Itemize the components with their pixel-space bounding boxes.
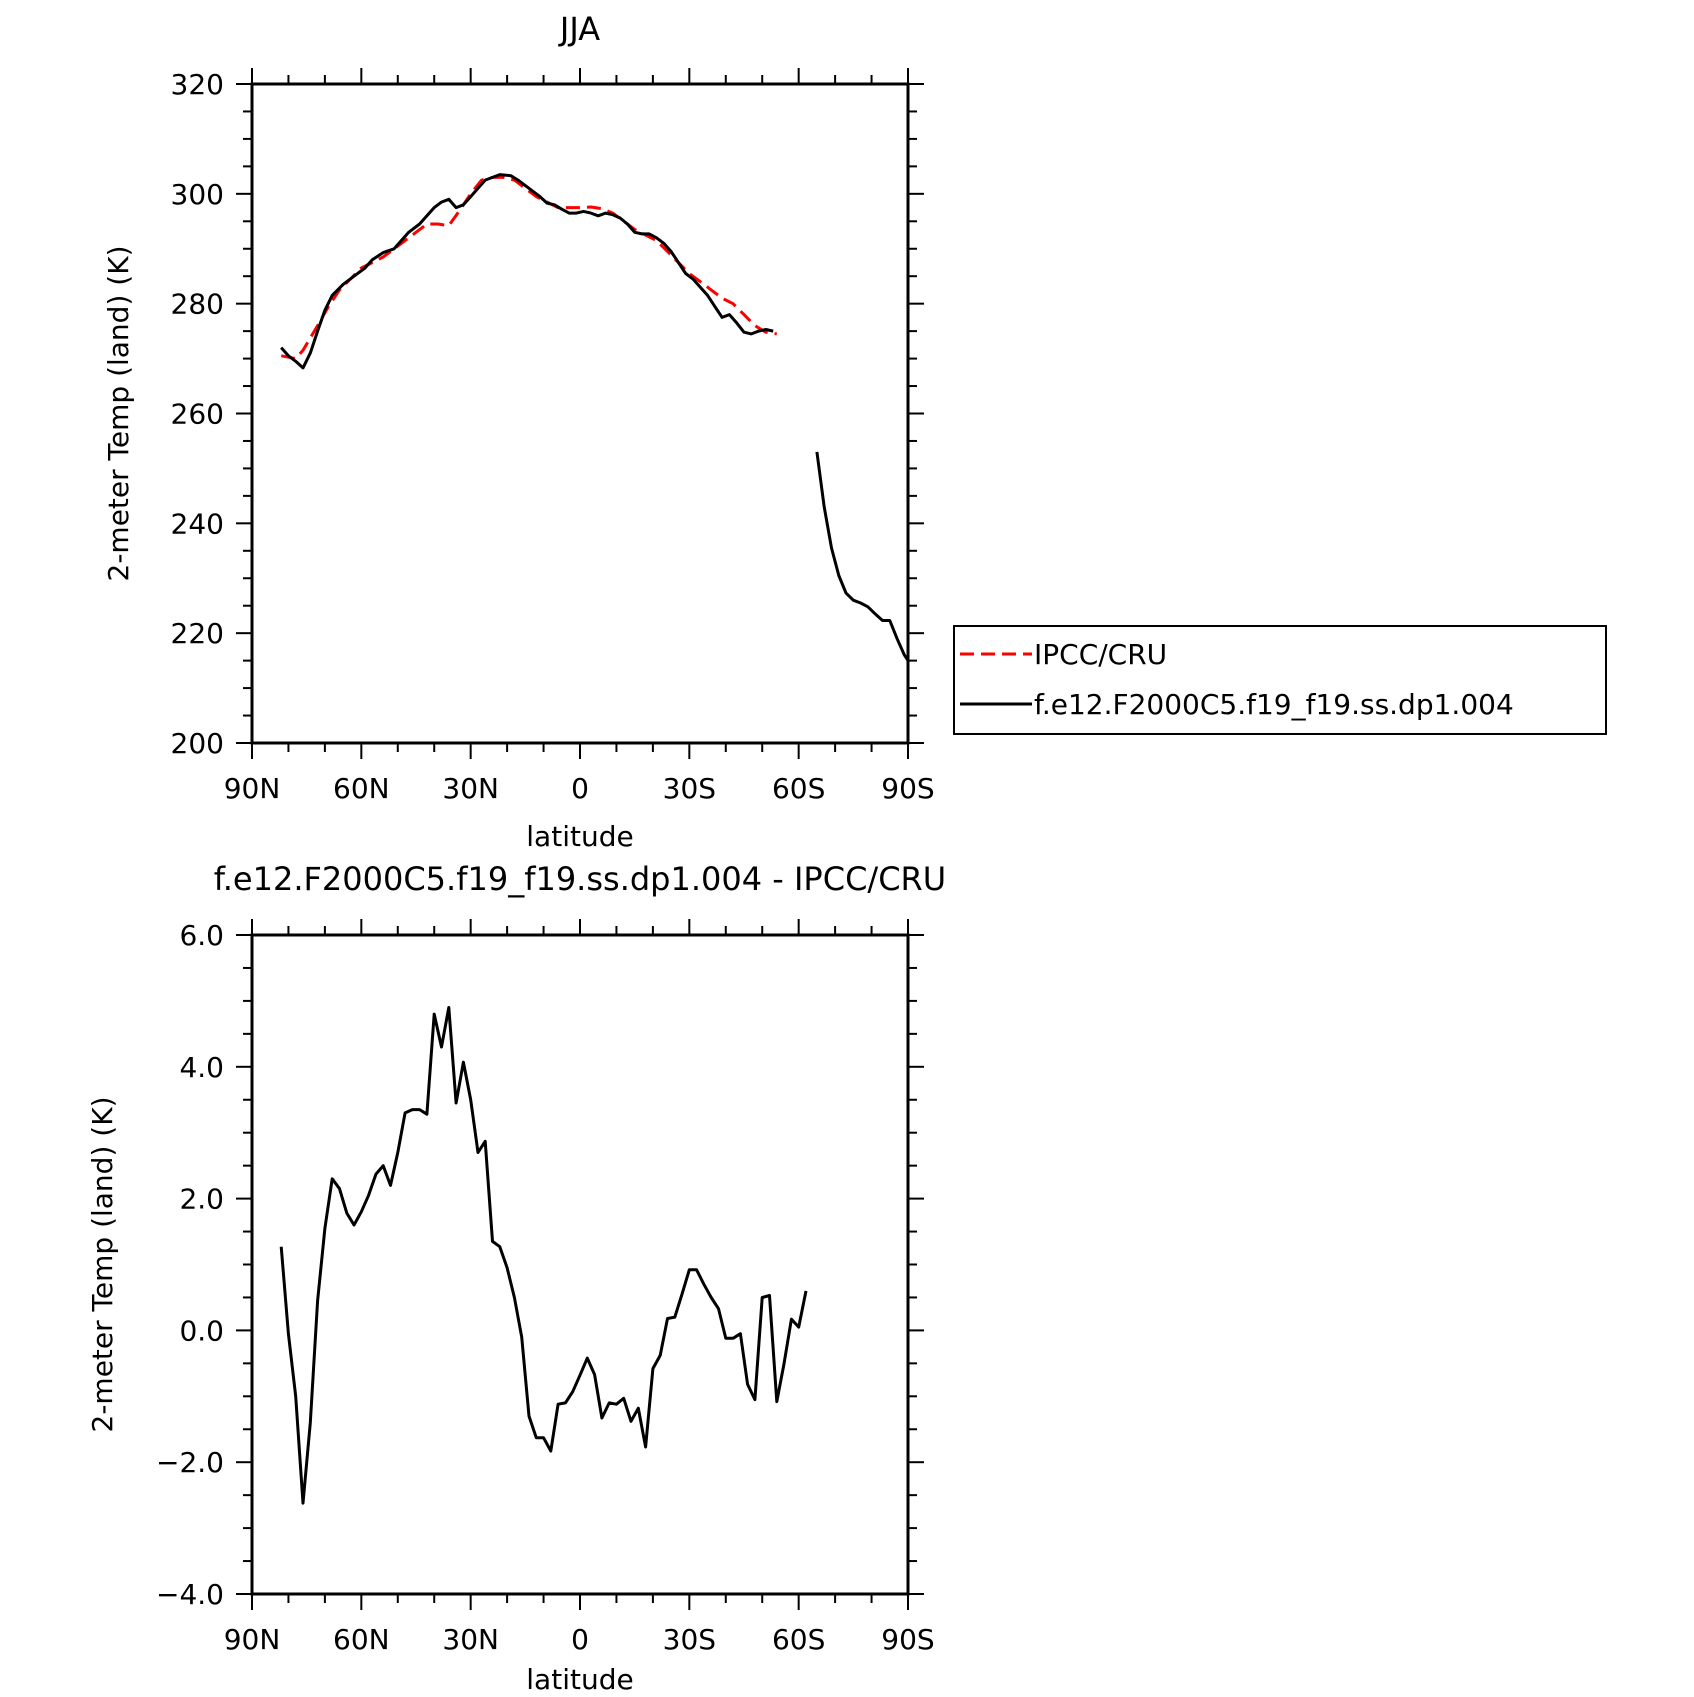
- x-tick-label: 0: [571, 772, 589, 805]
- y-axis-label: 2-meter Temp (land) (K): [86, 1097, 119, 1433]
- chart-title: f.e12.F2000C5.f19_f19.ss.dp1.004 - IPCC/…: [214, 860, 946, 898]
- y-tick-label: 0.0: [179, 1314, 224, 1347]
- legend-top: IPCC/CRU f.e12.F2000C5.f19_f19.ss.dp1.004: [953, 625, 1607, 735]
- plot-frame: [250, 82, 910, 745]
- y-axis-label: 2-meter Temp (land) (K): [102, 246, 135, 582]
- x-tick-label: 60S: [772, 1623, 825, 1656]
- y-tick-label: −2.0: [156, 1446, 224, 1479]
- y-tick-label: 4.0: [179, 1051, 224, 1084]
- y-tick-label: 280: [171, 288, 224, 321]
- series-line-0: [280, 175, 778, 361]
- y-tick-label: 6.0: [179, 919, 224, 952]
- x-tick-label: 0: [571, 1623, 589, 1656]
- x-tick-label: 30S: [663, 1623, 716, 1656]
- legend-label: IPCC/CRU: [1034, 638, 1167, 671]
- chart-bottom-difference: f.e12.F2000C5.f19_f19.ss.dp1.004 - IPCC/…: [86, 860, 946, 1696]
- x-tick-label: 90N: [224, 1623, 281, 1656]
- legend-label: f.e12.F2000C5.f19_f19.ss.dp1.004: [1034, 688, 1514, 721]
- y-tick-label: 200: [171, 727, 224, 760]
- legend-box: [953, 625, 1607, 735]
- chart-title: JJA: [558, 10, 600, 48]
- y-tick-label: 2.0: [179, 1183, 224, 1216]
- y-tick-label: −4.0: [156, 1578, 224, 1611]
- series-line-0: [279, 1006, 808, 1505]
- plot-frame: [250, 933, 910, 1596]
- x-axis-label: latitude: [526, 820, 633, 853]
- y-tick-label: 220: [171, 617, 224, 650]
- y-tick-label: 260: [171, 398, 224, 431]
- y-tick-label: 300: [171, 178, 224, 211]
- chart-top-jja: JJA 90N 60N 30N 0 30S 60S 90S 200 220 240 260 280 300…: [102, 10, 935, 853]
- series-line-1: [280, 173, 774, 370]
- x-tick-label: 90N: [224, 772, 281, 805]
- x-tick-label: 30N: [442, 1623, 499, 1656]
- y-tick-label: 320: [171, 68, 224, 101]
- x-tick-label: 30N: [442, 772, 499, 805]
- x-axis-label: latitude: [526, 1663, 633, 1696]
- x-tick-label: 60N: [333, 772, 390, 805]
- y-tick-label: 240: [171, 507, 224, 540]
- x-tick-label: 60S: [772, 772, 825, 805]
- series-line-1-segment2: [815, 451, 910, 662]
- x-tick-label: 30S: [663, 772, 716, 805]
- x-tick-label: 90S: [881, 1623, 934, 1656]
- x-tick-label: 60N: [333, 1623, 390, 1656]
- x-tick-label: 90S: [881, 772, 934, 805]
